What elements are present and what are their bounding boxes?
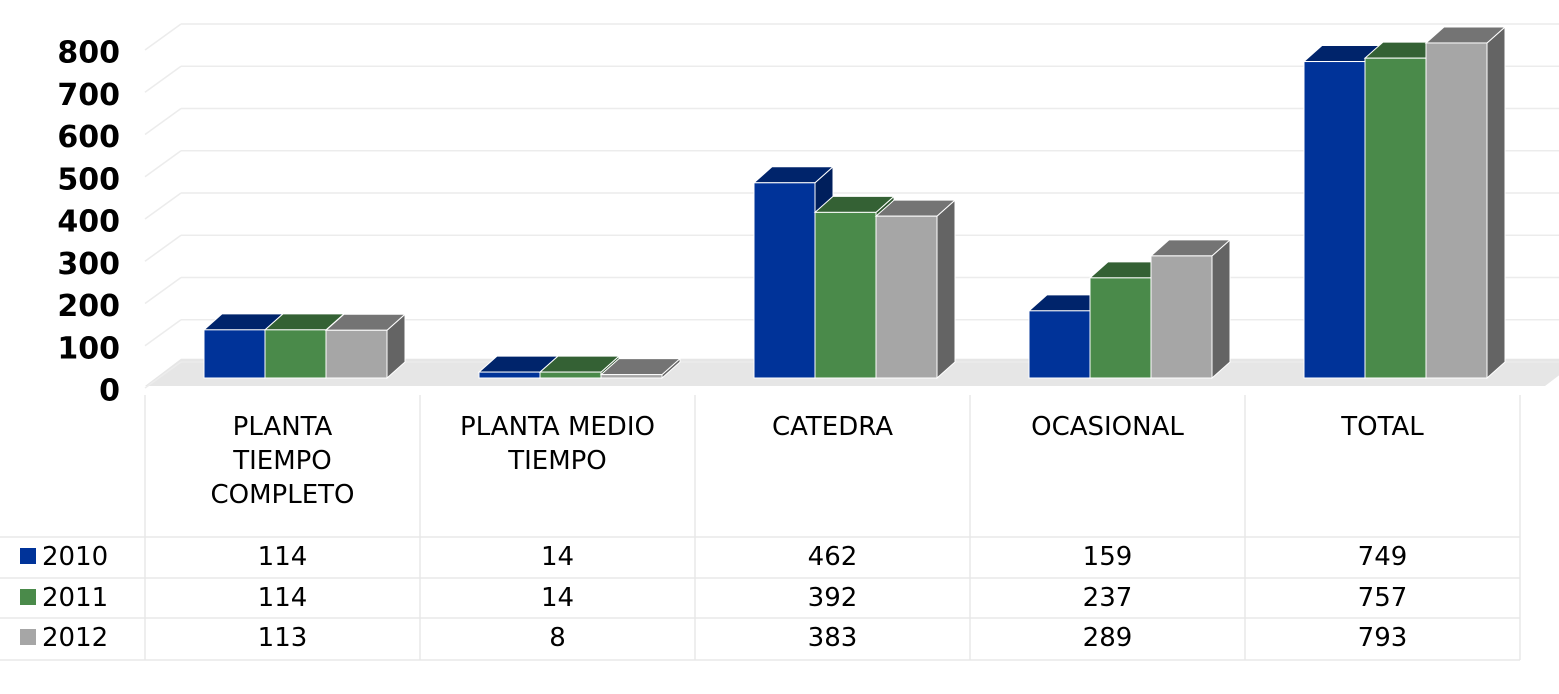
bar: [325, 329, 388, 379]
bar: [539, 371, 602, 379]
table-value: 392: [807, 583, 858, 613]
bar: [1089, 277, 1152, 379]
legend-label: 2010: [42, 542, 109, 572]
bar: [1303, 61, 1366, 379]
x-tick-label: PLANTA MEDIO TIEMPO: [460, 412, 655, 476]
y-tick-label: 300: [57, 247, 120, 282]
legend-swatch: [20, 548, 36, 564]
table-value: 289: [1082, 623, 1133, 653]
grid-line-side: [144, 23, 182, 51]
y-tick-label: 200: [57, 289, 120, 324]
bar: [1425, 42, 1488, 379]
table-value: 113: [257, 623, 308, 653]
bar: [1364, 57, 1427, 379]
grid-line-side: [144, 361, 182, 389]
table-value: 793: [1357, 623, 1408, 653]
x-tick-label: CATEDRA: [771, 412, 894, 442]
legend-entry: 2010: [0, 537, 145, 577]
bar: [1028, 310, 1091, 379]
grid-line-side: [144, 234, 182, 262]
y-tick-label: 0: [99, 374, 120, 409]
x-tick-label: TOTAL: [1341, 412, 1424, 442]
y-tick-label: 500: [57, 162, 120, 197]
bar: [203, 329, 266, 379]
table-value: 757: [1357, 583, 1408, 613]
y-tick-label: 100: [57, 331, 120, 366]
table-value: 237: [1082, 583, 1133, 613]
bar: [814, 211, 877, 379]
table-value: 749: [1357, 542, 1408, 572]
grid-line-side: [144, 319, 182, 347]
y-tick-label: 800: [57, 36, 120, 71]
y-tick-label: 400: [57, 205, 120, 240]
legend-label: 2012: [42, 623, 109, 653]
legend-swatch: [20, 629, 36, 645]
bar-side: [936, 199, 956, 380]
grid-line-side: [144, 192, 182, 220]
bar: [264, 329, 327, 379]
bar: [875, 215, 938, 379]
table-value: 159: [1082, 542, 1133, 572]
y-tick-label: 700: [57, 78, 120, 113]
table-value: 114: [257, 583, 308, 613]
y-tick-label: 600: [57, 120, 120, 155]
table-value: 114: [257, 542, 308, 572]
x-tick-label: OCASIONAL: [1031, 412, 1184, 442]
bar: [478, 371, 541, 379]
legend-entry: 2011: [0, 578, 145, 618]
bar-side: [1486, 25, 1506, 380]
table-value: 14: [540, 542, 575, 572]
legend-entry: 2012: [0, 618, 145, 658]
grid-line-side: [144, 150, 182, 178]
bar: [600, 374, 663, 379]
table-value: 383: [807, 623, 858, 653]
legend-label: 2011: [42, 583, 109, 613]
table-value: 462: [807, 542, 858, 572]
table-value: 14: [540, 583, 575, 613]
legend-swatch: [20, 589, 36, 605]
bar-side: [1211, 238, 1231, 380]
grid-line-side: [144, 276, 182, 305]
grid-line-side: [144, 107, 182, 136]
grid-line-side: [144, 65, 182, 93]
bar: [1150, 255, 1213, 379]
bar: [753, 182, 816, 379]
x-tick-label: PLANTA TIEMPO COMPLETO: [210, 412, 355, 510]
table-value: 8: [549, 623, 566, 653]
